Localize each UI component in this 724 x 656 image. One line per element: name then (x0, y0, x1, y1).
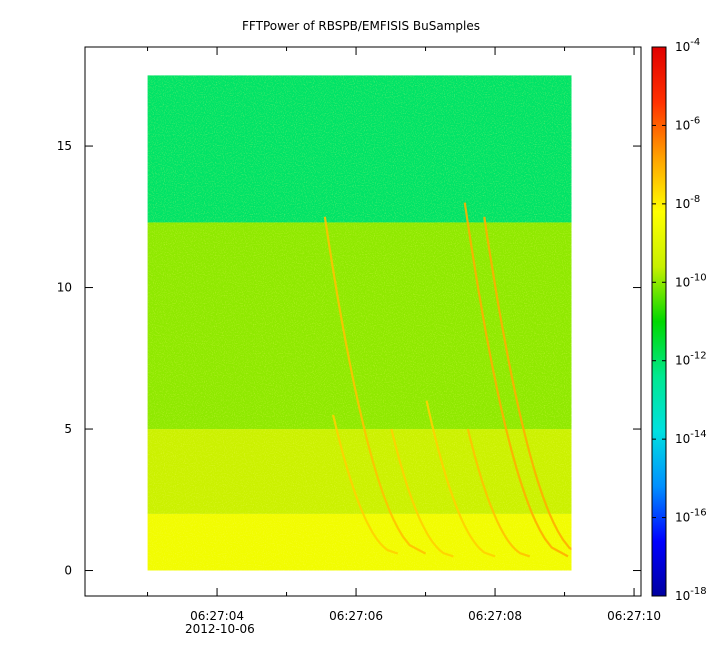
x-axis: 06:27:04 06:27:06 06:27:08 06:27:10 (147, 47, 661, 623)
x-tick-label: 06:27:08 (468, 609, 522, 623)
y-tick-label: 10 (57, 281, 72, 295)
y-tick-label: 15 (57, 139, 72, 153)
dispersion-feature (466, 428, 531, 558)
dispersion-feature (390, 428, 454, 558)
colorbar-tick-label: 10-18 (675, 586, 707, 603)
dispersion-feature (323, 216, 427, 555)
x-tick-label: 06:27:06 (329, 609, 383, 623)
colorbar-tick-label: 10-14 (675, 429, 707, 446)
dispersion-feature (425, 400, 496, 558)
x-tick-label: 06:27:04 (190, 609, 244, 623)
dispersion-feature (463, 202, 569, 558)
colorbar-tick-label: 10-4 (675, 37, 700, 54)
colorbar-tick-label: 10-16 (675, 508, 707, 525)
y-tick-label: 5 (64, 422, 72, 436)
heatmap-image (147, 75, 572, 571)
colorbar-gradient (651, 46, 667, 597)
x-tick-label: 06:27:10 (607, 609, 661, 623)
chart-title: FFTPower of RBSPB/EMFISIS BuSamples (242, 19, 480, 33)
colorbar-tick-label: 10-6 (675, 115, 700, 132)
heatmap-noise (147, 75, 572, 571)
colorbar-tick-label: 10-8 (675, 194, 700, 211)
colorbar-tick-label: 10-10 (675, 272, 707, 289)
y-tick-label: 0 (64, 564, 72, 578)
colorbar-axis: 10-4 10-6 10-8 10-10 10-12 10-14 10-16 10-18 (652, 37, 707, 603)
dispersion-feature (483, 216, 572, 551)
colorbar: 10-4 10-6 10-8 10-10 10-12 10-14 10-16 10-18 (651, 37, 707, 603)
y-axis: 0 5 10 15 (57, 139, 641, 578)
dispersion-feature (332, 414, 399, 555)
x-date-label: 2012-10-06 (185, 622, 255, 636)
colorbar-tick-label: 10-12 (675, 351, 707, 368)
